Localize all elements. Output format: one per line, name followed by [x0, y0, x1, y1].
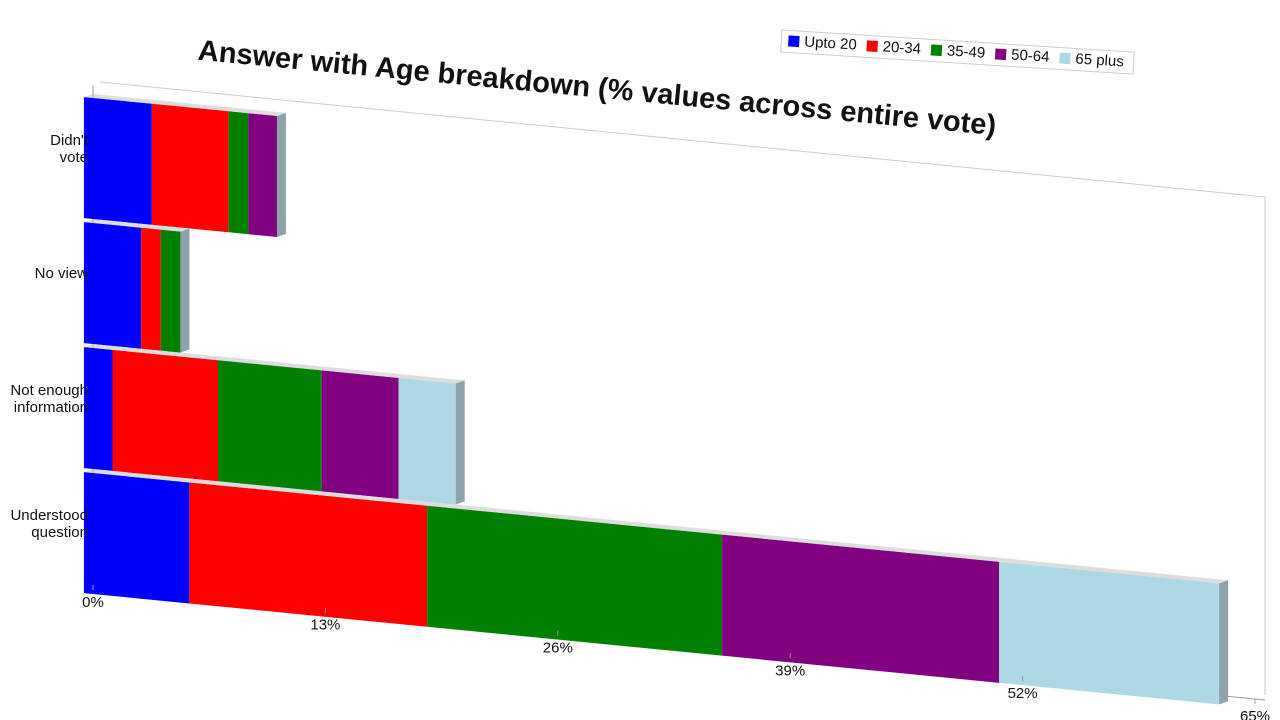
bar-segment: [248, 113, 277, 238]
bar-segment: [321, 370, 399, 499]
legend-label: 20-34: [882, 38, 921, 57]
legend: Upto 20 20-34 35-49 50-64 65 plus: [780, 29, 1135, 75]
x-tick-label: 52%: [1008, 685, 1038, 702]
bar-side: [276, 112, 286, 238]
legend-label: Upto 20: [804, 33, 858, 53]
bar-segment: [83, 97, 152, 225]
legend-swatch: [787, 35, 800, 48]
bar-segment: [141, 227, 161, 351]
legend-label: 35-49: [946, 42, 985, 61]
bar-side: [455, 380, 465, 505]
x-tick-label: 39%: [775, 662, 805, 679]
legend-swatch: [866, 40, 879, 53]
legend-label: 65 plus: [1075, 50, 1124, 70]
bar-top: [83, 468, 1229, 584]
y-tick-label: Not enough information: [10, 381, 88, 416]
bar-top: [83, 93, 286, 117]
y-tick-label: Didn't vote: [50, 131, 88, 166]
bar-segment: [83, 347, 113, 471]
x-tick-label: 65%: [1240, 708, 1270, 720]
bar-segment: [83, 472, 190, 604]
bar-segment: [228, 111, 249, 235]
bar-side: [180, 228, 190, 353]
bar-top: [83, 343, 465, 384]
legend-swatch: [930, 44, 943, 57]
x-tick-label: 13%: [310, 617, 340, 634]
y-tick-label: No view: [34, 265, 88, 282]
legend-swatch: [1059, 52, 1071, 65]
bar-segment: [398, 377, 456, 505]
bar-segment: [722, 534, 1000, 683]
x-tick-label: 0%: [82, 594, 104, 611]
bar-top: [83, 218, 190, 232]
bar-segment: [151, 103, 229, 233]
plot: [83, 93, 1229, 705]
bar-segment: [189, 482, 428, 627]
bar-segment: [999, 561, 1220, 705]
bar-segment: [83, 222, 142, 349]
bar-segment: [112, 349, 218, 482]
back-wall-top: [99, 81, 1266, 198]
bar-side: [1219, 580, 1229, 705]
bar-segment: [217, 360, 322, 492]
legend-label: 50-64: [1011, 46, 1050, 65]
x-tick-label: 26%: [543, 640, 573, 657]
legend-swatch: [994, 48, 1007, 61]
y-tick-label: Understood question: [10, 506, 88, 541]
bar-segment: [427, 505, 723, 656]
bar-segment: [160, 229, 181, 353]
